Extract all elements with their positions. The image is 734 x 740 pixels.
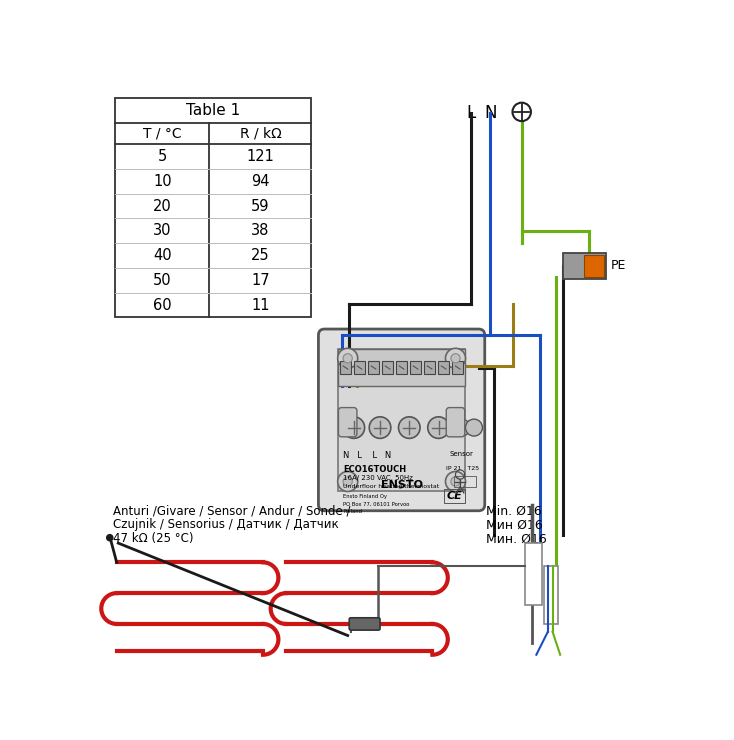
Text: N   L    L   N: N L L N (343, 451, 391, 460)
Circle shape (399, 417, 420, 438)
Text: R / kΩ: R / kΩ (239, 127, 281, 141)
Text: N: N (484, 104, 496, 122)
Text: 121: 121 (247, 149, 275, 164)
Text: 47 kΩ (25 °C): 47 kΩ (25 °C) (113, 532, 193, 545)
Text: 59: 59 (251, 198, 269, 214)
Text: Underfloor heating thermostat: Underfloor heating thermostat (343, 484, 440, 489)
FancyBboxPatch shape (452, 360, 463, 374)
Circle shape (343, 354, 352, 363)
FancyBboxPatch shape (525, 543, 542, 605)
Circle shape (369, 417, 390, 438)
FancyBboxPatch shape (340, 360, 351, 374)
FancyBboxPatch shape (563, 253, 606, 279)
Text: T / °C: T / °C (143, 127, 181, 141)
FancyBboxPatch shape (382, 360, 393, 374)
FancyBboxPatch shape (368, 360, 379, 374)
Text: Finland: Finland (343, 509, 362, 514)
Text: PO Box 77, 06101 Porvoo: PO Box 77, 06101 Porvoo (343, 502, 410, 506)
FancyBboxPatch shape (424, 360, 435, 374)
Circle shape (428, 417, 449, 438)
Text: 10: 10 (153, 174, 172, 189)
FancyBboxPatch shape (584, 255, 604, 277)
Text: 20: 20 (153, 198, 172, 214)
Text: L: L (466, 104, 476, 122)
Circle shape (446, 349, 465, 369)
FancyBboxPatch shape (544, 566, 558, 624)
Text: Table 1: Table 1 (186, 103, 241, 118)
Text: 25: 25 (251, 248, 270, 263)
Circle shape (465, 419, 482, 436)
Text: Min. Ø16: Min. Ø16 (487, 505, 542, 517)
Circle shape (451, 477, 460, 486)
Text: 60: 60 (153, 297, 172, 312)
Circle shape (446, 471, 465, 491)
Text: 17: 17 (251, 273, 270, 288)
Text: Ensto Finland Oy: Ensto Finland Oy (343, 494, 387, 499)
Text: 30: 30 (153, 223, 172, 238)
FancyBboxPatch shape (319, 329, 484, 511)
Text: 11: 11 (251, 297, 269, 312)
Text: ECO16TOUCH: ECO16TOUCH (343, 465, 406, 474)
FancyBboxPatch shape (115, 98, 311, 317)
Text: CE: CE (446, 491, 462, 501)
Text: Anturi /Givare / Sensor / Andur / Sonde /: Anturi /Givare / Sensor / Andur / Sonde … (113, 505, 350, 517)
Text: 5: 5 (158, 149, 167, 164)
Text: Мин. Ø16: Мин. Ø16 (487, 532, 547, 545)
FancyBboxPatch shape (338, 408, 357, 437)
FancyBboxPatch shape (338, 349, 465, 491)
Circle shape (106, 534, 113, 541)
Text: IP 21   T25: IP 21 T25 (446, 466, 479, 471)
Text: Sensor: Sensor (449, 451, 473, 457)
Text: PE: PE (611, 260, 626, 272)
FancyBboxPatch shape (349, 618, 380, 630)
Circle shape (338, 471, 357, 491)
Circle shape (451, 354, 460, 363)
FancyBboxPatch shape (438, 360, 449, 374)
Text: 38: 38 (251, 223, 269, 238)
Text: ENSTO: ENSTO (381, 480, 423, 490)
Circle shape (453, 419, 470, 436)
Text: 40: 40 (153, 248, 172, 263)
Text: Мин Ø16: Мин Ø16 (487, 519, 543, 531)
Text: Czujnik / Sensorius / Датчик / Датчик: Czujnik / Sensorius / Датчик / Датчик (113, 519, 338, 531)
Circle shape (343, 417, 365, 438)
Text: 50: 50 (153, 273, 172, 288)
Text: 16A/ 230 VAC, 50Hz: 16A/ 230 VAC, 50Hz (343, 475, 413, 481)
FancyBboxPatch shape (354, 360, 366, 374)
Circle shape (338, 349, 357, 369)
Circle shape (343, 477, 352, 486)
FancyBboxPatch shape (338, 349, 465, 386)
FancyBboxPatch shape (396, 360, 407, 374)
Text: 94: 94 (251, 174, 269, 189)
Circle shape (512, 103, 531, 121)
FancyBboxPatch shape (446, 408, 465, 437)
FancyBboxPatch shape (410, 360, 421, 374)
